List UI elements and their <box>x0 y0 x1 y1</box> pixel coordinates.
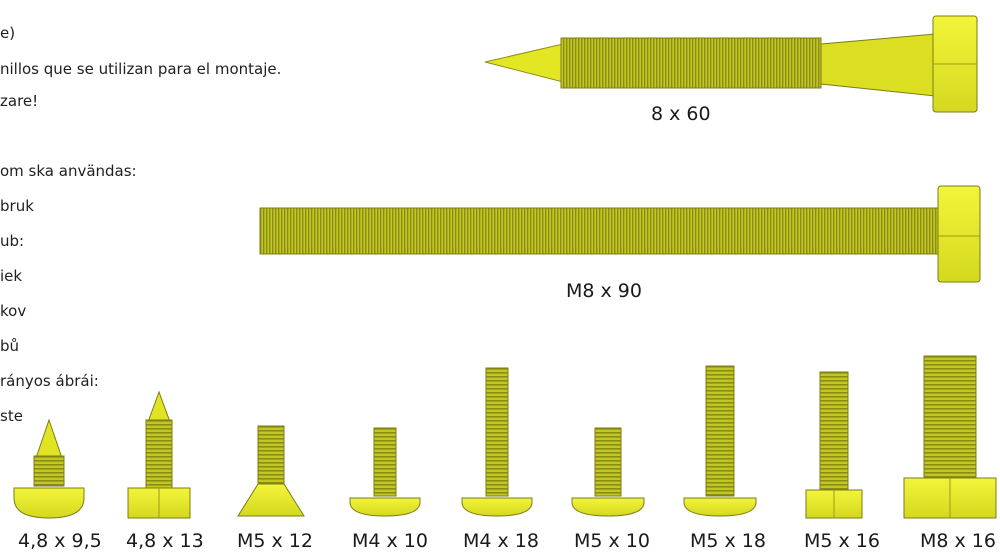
screw-m5x12-label: M5 x 12 <box>237 530 313 552</box>
screw-m5x12-image <box>237 425 305 517</box>
screw-m4x10-image <box>349 427 421 517</box>
screw-m5x10-image <box>571 427 645 517</box>
screw-m5x16-label: M5 x 16 <box>804 530 880 552</box>
screw-8x60-image <box>484 15 978 113</box>
screw-4-8x13-label: 4,8 x 13 <box>126 530 204 552</box>
text-line-1: e) <box>0 24 16 42</box>
text-line-7: iek <box>0 267 23 285</box>
screw-m8x90-label: M8 x 90 <box>566 280 642 302</box>
screw-m4x18-image <box>461 367 533 517</box>
screw-m5x16-image <box>805 371 863 519</box>
screw-m5x10-label: M5 x 10 <box>574 530 650 552</box>
screw-m8x16-label: M8 x 16 <box>920 530 996 552</box>
text-line-3: zare! <box>0 92 39 110</box>
text-line-5: bruk <box>0 197 34 215</box>
text-line-11: ste <box>0 407 23 425</box>
screw-m5x18-image <box>683 365 757 517</box>
screw-4-8x9-5-label: 4,8 x 9,5 <box>18 530 102 552</box>
screw-m8x90-image <box>259 185 981 283</box>
text-line-10: rányos ábrái: <box>0 372 99 390</box>
screw-4-8x9-5-image <box>13 418 85 519</box>
screw-m5x18-label: M5 x 18 <box>690 530 766 552</box>
screw-m8x16-image <box>903 355 997 519</box>
screw-8x60-label: 8 x 60 <box>651 103 711 125</box>
screw-4-8x13-image <box>127 390 191 519</box>
text-line-9: bů <box>0 337 20 355</box>
text-line-4: om ska användas: <box>0 162 137 180</box>
text-line-6: ub: <box>0 232 25 250</box>
screw-m4x10-label: M4 x 10 <box>352 530 428 552</box>
text-line-8: kov <box>0 302 27 320</box>
text-line-2: nillos que se utilizan para el montaje. <box>0 60 282 78</box>
screw-m4x18-label: M4 x 18 <box>463 530 539 552</box>
